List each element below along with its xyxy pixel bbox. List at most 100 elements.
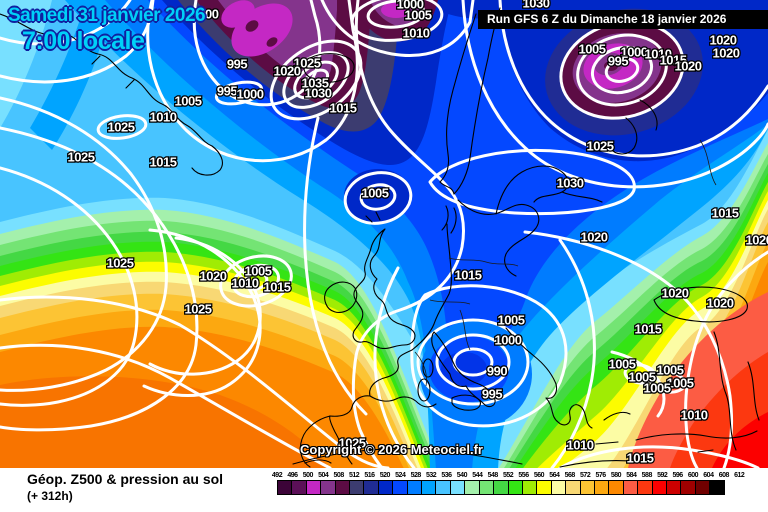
pressure-label: 1010 bbox=[150, 110, 177, 125]
pressure-label: 1005 bbox=[629, 370, 656, 385]
pressure-label: 995 bbox=[482, 387, 502, 402]
legend-tick: 548 bbox=[487, 472, 499, 479]
model-run-bar: Run GFS 6 Z du Dimanche 18 janvier 2026 bbox=[478, 10, 768, 29]
map-title: Géop. Z500 & pression au sol bbox=[27, 471, 224, 487]
legend-cell bbox=[651, 480, 667, 495]
pressure-label: 1020 bbox=[274, 64, 301, 79]
forecast-time: 7:00 locale bbox=[22, 27, 145, 55]
pressure-label: 1025 bbox=[108, 120, 135, 135]
legend-tick: 544 bbox=[472, 472, 483, 479]
pressure-label: 1035 bbox=[302, 76, 329, 91]
pressure-label: 1000 bbox=[397, 0, 424, 12]
legend-cell bbox=[277, 480, 293, 495]
pressure-label: 1005 bbox=[657, 363, 684, 378]
pressure-label: 1005 bbox=[667, 376, 694, 391]
pressure-label: 1015 bbox=[712, 206, 739, 221]
pressure-label: 1000 bbox=[192, 7, 219, 22]
pressure-label: 1005 bbox=[644, 381, 671, 396]
pressure-label: 1005 bbox=[175, 94, 202, 109]
legend-tick: 524 bbox=[395, 472, 406, 479]
pressure-label: 1025 bbox=[339, 436, 366, 451]
legend-cell bbox=[421, 480, 437, 495]
pressure-label: 1010 bbox=[645, 47, 672, 62]
pressure-label: 1030 bbox=[557, 176, 584, 191]
legend-cell bbox=[305, 480, 322, 495]
isobar-contours bbox=[0, 0, 768, 468]
pressure-label: 1015 bbox=[635, 322, 662, 337]
legend-cell bbox=[550, 480, 567, 495]
pressure-label: 1005 bbox=[498, 313, 525, 328]
pressure-label: 990 bbox=[487, 364, 507, 379]
legend-tick: 608 bbox=[718, 472, 730, 479]
legend-tick: 612 bbox=[734, 472, 745, 479]
legend-cell bbox=[536, 480, 552, 495]
copyright-text: Copyright © 2026 Meteociel.fr bbox=[300, 442, 483, 457]
pressure-label: 1005 bbox=[579, 42, 606, 57]
legend-tick-row: 492 496 500 504 508 512 516 520 524 528 532 536 540 5… bbox=[269, 472, 751, 479]
country-borders bbox=[414, 139, 717, 387]
pressure-label: 1000 bbox=[621, 45, 648, 60]
weather-map: 1000 995 1005 995 1000 1010 1025 1025 1015 1025 10… bbox=[0, 0, 768, 468]
legend-tick: 552 bbox=[503, 472, 514, 479]
legend-tick: 572 bbox=[580, 472, 591, 479]
legend-tick: 528 bbox=[410, 472, 422, 479]
pressure-label: 1005 bbox=[405, 8, 432, 23]
pressure-label: 995 bbox=[227, 57, 247, 72]
legend-tick: 580 bbox=[610, 472, 622, 479]
pressure-label: 1020 bbox=[710, 33, 737, 48]
legend-cell bbox=[464, 480, 480, 495]
legend-cell-row bbox=[277, 480, 759, 495]
legend-cell bbox=[349, 480, 365, 495]
pressure-label: 1005 bbox=[609, 357, 636, 372]
pressure-label: 1005 bbox=[362, 186, 389, 201]
pressure-label: 995 bbox=[217, 84, 237, 99]
pressure-label: 1025 bbox=[68, 150, 95, 165]
legend-cell bbox=[435, 480, 451, 495]
legend-cell bbox=[493, 480, 509, 495]
z500-color-field bbox=[0, 0, 768, 468]
legend-tick: 512 bbox=[348, 472, 360, 479]
coastlines bbox=[0, 7, 760, 468]
legend-cell bbox=[334, 480, 351, 495]
legend-panel: Géop. Z500 & pression au sol (+ 312h) 49… bbox=[0, 468, 768, 512]
pressure-label: 1015 bbox=[150, 155, 177, 170]
pressure-label: 1000 bbox=[237, 87, 264, 102]
pressure-label: 1020 bbox=[746, 233, 768, 248]
pressure-label: 1015 bbox=[627, 451, 654, 466]
legend-tick: 532 bbox=[425, 472, 437, 479]
legend-tick: 536 bbox=[441, 472, 452, 479]
legend-tick: 600 bbox=[687, 472, 699, 479]
pressure-label: 1010 bbox=[567, 438, 594, 453]
pressure-label: 1015 bbox=[264, 280, 291, 295]
legend-cell bbox=[449, 480, 466, 495]
pressure-label: 1020 bbox=[675, 59, 702, 74]
pressure-label: 1010 bbox=[403, 26, 430, 41]
pressure-label: 1015 bbox=[330, 101, 357, 116]
legend-tick: 520 bbox=[379, 472, 391, 479]
legend-cell bbox=[680, 480, 696, 495]
legend-cell bbox=[291, 480, 307, 495]
legend-tick: 492 bbox=[271, 472, 283, 479]
legend-cell bbox=[622, 480, 639, 495]
legend-cell bbox=[665, 480, 682, 495]
legend-tick: 604 bbox=[703, 472, 714, 479]
legend-cell bbox=[406, 480, 423, 495]
pressure-label: 1020 bbox=[713, 46, 740, 61]
legend-cell bbox=[363, 480, 379, 495]
legend-cell bbox=[507, 480, 523, 495]
legend-tick: 500 bbox=[302, 472, 314, 479]
forecast-hour: (+ 312h) bbox=[27, 489, 73, 503]
pressure-label: 1010 bbox=[681, 408, 708, 423]
forecast-date-overlay: Samedi 31 janvier 2026 7:00 locale bbox=[8, 5, 206, 56]
pressure-label: 1025 bbox=[587, 139, 614, 154]
pressure-label: 995 bbox=[608, 54, 628, 69]
legend-cell bbox=[579, 480, 595, 495]
legend-tick: 496 bbox=[287, 472, 298, 479]
legend-tick: 564 bbox=[549, 472, 560, 479]
legend-tick: 588 bbox=[641, 472, 653, 479]
legend-cell bbox=[320, 480, 336, 495]
legend-tick: 596 bbox=[672, 472, 683, 479]
legend-cell bbox=[608, 480, 624, 495]
